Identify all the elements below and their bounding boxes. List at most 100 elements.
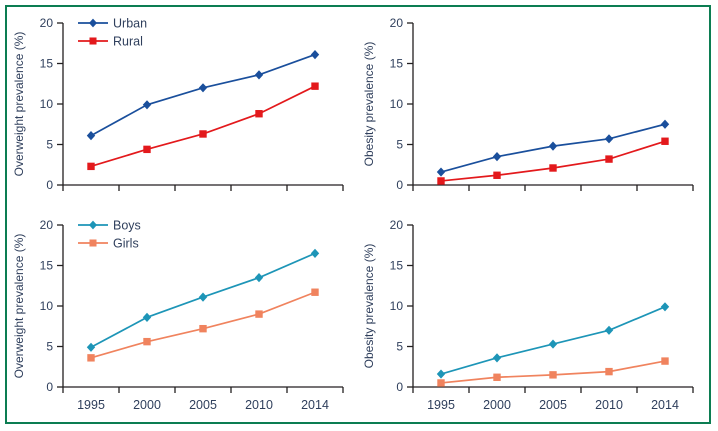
y-tick-label: 5 [396, 138, 403, 152]
y-axis-title: Obesity prevalence (%) [362, 42, 376, 167]
series-line [90, 53, 316, 137]
x-tick-label: 2014 [651, 398, 679, 412]
y-tick-label: 20 [40, 16, 54, 30]
data-point-marker [89, 18, 97, 28]
data-point-marker [198, 83, 208, 93]
data-point-marker [86, 342, 96, 352]
data-point-marker [86, 130, 96, 141]
data-point-marker [143, 145, 151, 154]
legend-label: Boys [113, 219, 141, 233]
y-tick-labels: 0 5 10 15 20 [390, 16, 404, 192]
data-point-marker [549, 164, 557, 172]
x-tick-label: 2010 [595, 398, 623, 412]
data-point-marker [142, 100, 152, 110]
chart-svg-overweight-by-sex: 0 5 10 15 20 1995 2000 2005 2010 2014 Overweight p… [12, 218, 344, 412]
data-point-marker [660, 302, 670, 312]
y-tick-labels: 0 5 10 15 20 [390, 218, 404, 394]
data-point-marker [254, 273, 264, 283]
y-tick-label: 10 [40, 299, 54, 313]
data-point-marker [437, 379, 445, 387]
series-urban [436, 119, 670, 177]
legend-label: Girls [113, 237, 139, 251]
series-rural [87, 82, 319, 171]
legend-item-boys: Boys [78, 219, 141, 233]
legend-item-rural: Rural [78, 35, 143, 49]
axes [57, 22, 344, 191]
data-point-marker [199, 130, 207, 138]
data-point-marker [89, 239, 97, 247]
y-tick-label: 20 [390, 16, 404, 30]
data-point-marker [143, 337, 151, 346]
y-axis-title: Overweight prevalence (%) [12, 32, 26, 177]
data-point-marker [199, 324, 207, 333]
figure-border [5, 5, 711, 424]
y-tick-label: 20 [40, 218, 54, 232]
legend-label: Urban [113, 17, 147, 31]
data-point-marker [660, 119, 670, 129]
legend-label: Rural [113, 35, 143, 49]
y-tick-label: 15 [40, 57, 54, 71]
data-point-marker [87, 162, 95, 171]
y-tick-label: 0 [396, 380, 403, 394]
data-point-marker [89, 220, 97, 230]
chart-overweight-by-sex: 0 5 10 15 20 1995 2000 2005 2010 2014 Overweight p… [8, 208, 360, 429]
series-girls [437, 357, 669, 387]
data-point-marker [255, 310, 263, 318]
x-tick-labels: 1995 2000 2005 2010 2014 [427, 398, 679, 412]
data-point-marker [604, 325, 614, 335]
data-point-marker [605, 155, 613, 163]
y-tick-label: 15 [390, 57, 404, 71]
data-point-marker [549, 371, 557, 379]
chart-obesity-by-residence: 0 5 10 15 20 Obesity prevalence (%) [358, 6, 710, 206]
y-tick-label: 5 [46, 340, 53, 354]
y-tick-label: 0 [396, 178, 403, 192]
x-tick-label: 1995 [77, 398, 105, 412]
data-point-marker [89, 37, 97, 45]
series-girls [87, 288, 319, 362]
chart-obesity-by-sex: 0 5 10 15 20 1995 2000 2005 2010 2014 Obesity prev… [358, 208, 710, 429]
legend: Boys Girls [78, 219, 141, 251]
series-boys [436, 302, 670, 379]
data-point-marker [87, 354, 95, 362]
data-point-marker [661, 137, 669, 145]
data-point-marker [493, 171, 501, 179]
y-tick-label: 15 [390, 259, 404, 273]
x-tick-label: 2010 [245, 398, 273, 412]
axes [407, 22, 694, 191]
data-point-marker [548, 141, 558, 151]
data-point-marker [311, 288, 319, 296]
y-tick-label: 0 [46, 178, 53, 192]
series-rural [437, 137, 669, 185]
y-tick-label: 10 [390, 97, 404, 111]
data-point-marker [492, 353, 502, 363]
data-point-marker [436, 167, 446, 177]
y-tick-label: 15 [40, 259, 54, 273]
data-point-marker [493, 373, 501, 381]
x-tick-label: 2000 [133, 398, 161, 412]
y-axis-title: Overweight prevalence (%) [12, 234, 26, 379]
data-point-marker [605, 367, 613, 376]
legend-item-urban: Urban [78, 17, 147, 31]
series-boys [86, 248, 320, 352]
data-point-marker [548, 339, 558, 349]
axes [407, 224, 694, 393]
y-tick-label: 20 [390, 218, 404, 232]
data-point-marker [310, 49, 320, 60]
chart-overweight-by-residence: 0 5 10 15 20 Overweight prevalence (%) Urban Ru… [8, 6, 360, 206]
x-tick-label: 2000 [483, 398, 511, 412]
x-tick-labels: 1995 2000 2005 2010 2014 [77, 398, 329, 412]
chart-svg-obesity-by-sex: 0 5 10 15 20 1995 2000 2005 2010 2014 Obesity prev… [362, 218, 694, 412]
x-tick-label: 2014 [301, 398, 329, 412]
data-point-marker [661, 357, 669, 365]
data-point-marker [254, 70, 264, 80]
data-point-marker [255, 110, 263, 118]
series-urban [86, 49, 320, 141]
y-tick-labels: 0 5 10 15 20 [40, 16, 54, 192]
legend: Urban Rural [78, 17, 147, 49]
x-tick-label: 1995 [427, 398, 455, 412]
chart-svg-overweight-by-residence: 0 5 10 15 20 Overweight prevalence (%) Urban Ru… [12, 16, 344, 192]
data-point-marker [310, 248, 320, 258]
legend-item-girls: Girls [78, 237, 139, 251]
y-axis-title: Obesity prevalence (%) [362, 244, 376, 369]
y-tick-label: 5 [396, 340, 403, 354]
